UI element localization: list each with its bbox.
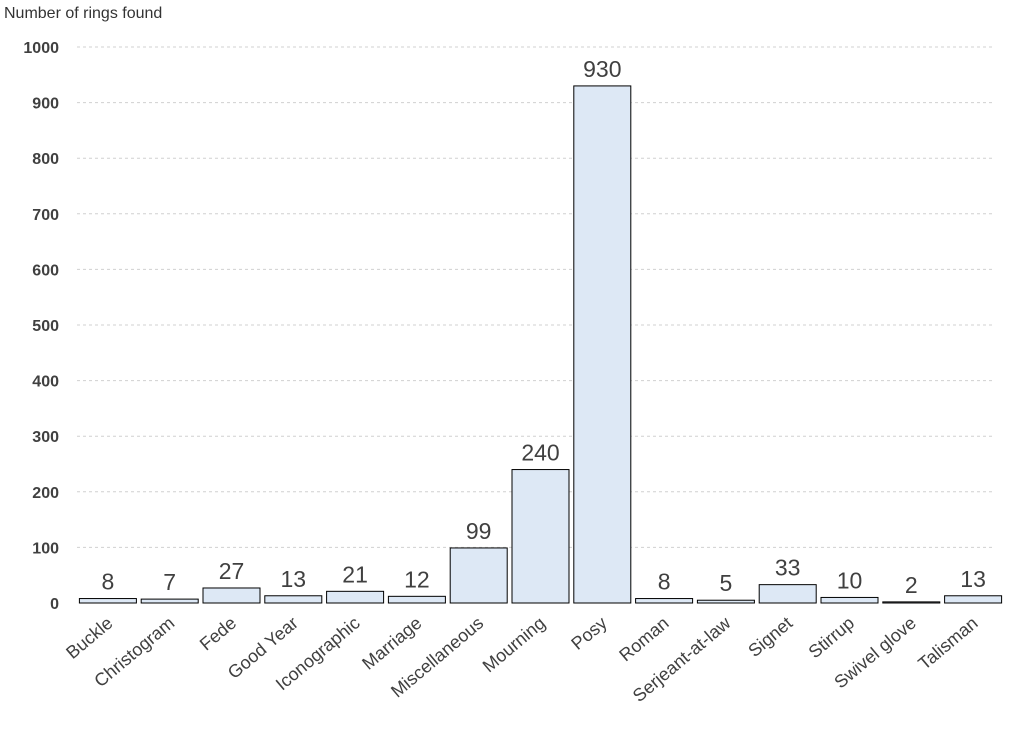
- x-tick-label: Mourning: [479, 613, 549, 677]
- bar: [140, 598, 199, 604]
- data-label: 2: [905, 572, 918, 598]
- data-label: 8: [102, 569, 115, 595]
- bar: [944, 595, 1003, 604]
- bars: [78, 85, 1003, 604]
- y-tick-label: 200: [32, 485, 59, 502]
- bar: [202, 587, 261, 604]
- bar: [449, 547, 508, 604]
- y-tick-label: 1000: [23, 40, 59, 57]
- data-label: 10: [837, 567, 863, 593]
- bar: [78, 598, 137, 604]
- gridlines: [77, 46, 993, 548]
- bar: [635, 598, 694, 604]
- bar: [573, 85, 632, 604]
- data-label: 240: [521, 440, 559, 466]
- y-tick-label: 500: [32, 318, 59, 335]
- data-label: 33: [775, 555, 801, 581]
- data-label: 99: [466, 518, 492, 544]
- x-tick-label: Posy: [567, 613, 611, 654]
- bar: [326, 590, 385, 604]
- y-tick-label: 100: [32, 540, 59, 557]
- y-tick-label: 400: [32, 374, 59, 391]
- data-label: 12: [404, 566, 430, 592]
- bar: [387, 595, 446, 604]
- y-tick-label: 0: [50, 596, 59, 613]
- data-label: 930: [583, 56, 621, 82]
- y-tick-label: 700: [32, 207, 59, 224]
- data-label: 7: [163, 569, 176, 595]
- x-tick-label: Talisman: [914, 613, 981, 674]
- data-label: 27: [219, 558, 245, 584]
- x-tick-label: Fede: [196, 613, 240, 655]
- bar: [264, 595, 323, 604]
- x-tick-label: Stirrup: [805, 613, 858, 662]
- y-tick-label: 600: [32, 262, 59, 279]
- data-label: 8: [658, 569, 671, 595]
- bar: [758, 584, 817, 604]
- y-tick-label: 800: [32, 151, 59, 168]
- bar: [696, 599, 755, 604]
- data-label: 5: [720, 570, 733, 596]
- bar: [820, 596, 879, 604]
- y-axis-ticks: 0 100 200 300 400 500 600 700 800 900 1000: [23, 40, 59, 613]
- bar: [882, 601, 941, 604]
- y-tick-label: 300: [32, 429, 59, 446]
- x-tick-label: Buckle: [62, 613, 116, 663]
- y-tick-label: 900: [32, 96, 59, 113]
- data-labels: 8 7 27 13 21 12 99 240 930 8 5 33 10 2 13: [102, 56, 986, 598]
- x-tick-label: Roman: [615, 613, 672, 666]
- bar: [511, 469, 570, 604]
- data-label: 21: [342, 561, 368, 587]
- x-tick-label: Signet: [744, 613, 796, 661]
- y-axis-title: Number of rings found: [4, 5, 162, 22]
- data-label: 13: [960, 566, 986, 592]
- data-label: 13: [281, 566, 307, 592]
